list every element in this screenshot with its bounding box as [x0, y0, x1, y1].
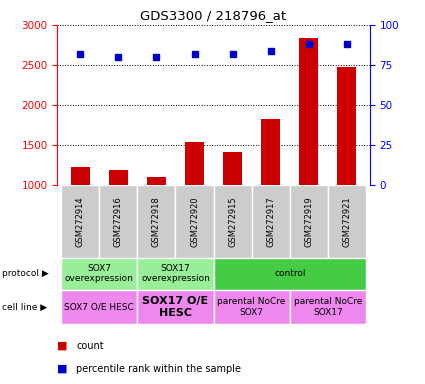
Bar: [337, 66, 357, 185]
Text: parental NoCre
SOX7: parental NoCre SOX7: [218, 297, 286, 317]
Text: GSM272914: GSM272914: [76, 196, 85, 247]
Bar: [328, 185, 366, 258]
Bar: [299, 38, 318, 185]
Bar: [223, 152, 242, 185]
Bar: [137, 290, 214, 324]
Bar: [61, 258, 137, 290]
Text: GSM272920: GSM272920: [190, 196, 199, 247]
Bar: [147, 177, 166, 185]
Bar: [61, 185, 99, 258]
Bar: [290, 185, 328, 258]
Text: percentile rank within the sample: percentile rank within the sample: [76, 364, 241, 374]
Bar: [137, 258, 214, 290]
Text: cell line ▶: cell line ▶: [2, 303, 47, 311]
Bar: [109, 170, 128, 185]
Text: GSM272919: GSM272919: [304, 196, 313, 247]
Text: control: control: [274, 269, 306, 278]
Text: GSM272921: GSM272921: [343, 196, 351, 247]
Bar: [61, 290, 137, 324]
Bar: [214, 290, 290, 324]
Text: ■: ■: [57, 341, 71, 351]
Bar: [71, 167, 90, 185]
Text: SOX7
overexpression: SOX7 overexpression: [65, 264, 134, 283]
Bar: [214, 185, 252, 258]
Text: GSM272918: GSM272918: [152, 196, 161, 247]
Bar: [185, 142, 204, 185]
Bar: [99, 185, 137, 258]
Bar: [261, 119, 280, 185]
Bar: [176, 185, 214, 258]
Bar: [214, 258, 366, 290]
Text: parental NoCre
SOX17: parental NoCre SOX17: [294, 297, 362, 317]
Text: GSM272917: GSM272917: [266, 196, 275, 247]
Text: SOX17
overexpression: SOX17 overexpression: [141, 264, 210, 283]
Bar: [137, 185, 176, 258]
Bar: [252, 185, 290, 258]
Title: GDS3300 / 218796_at: GDS3300 / 218796_at: [141, 9, 286, 22]
Text: GSM272915: GSM272915: [228, 196, 237, 247]
Text: GSM272916: GSM272916: [114, 196, 123, 247]
Text: protocol ▶: protocol ▶: [2, 269, 49, 278]
Text: count: count: [76, 341, 104, 351]
Text: SOX17 O/E
HESC: SOX17 O/E HESC: [142, 296, 209, 318]
Text: ■: ■: [57, 364, 71, 374]
Bar: [290, 290, 366, 324]
Text: SOX7 O/E HESC: SOX7 O/E HESC: [65, 303, 134, 311]
